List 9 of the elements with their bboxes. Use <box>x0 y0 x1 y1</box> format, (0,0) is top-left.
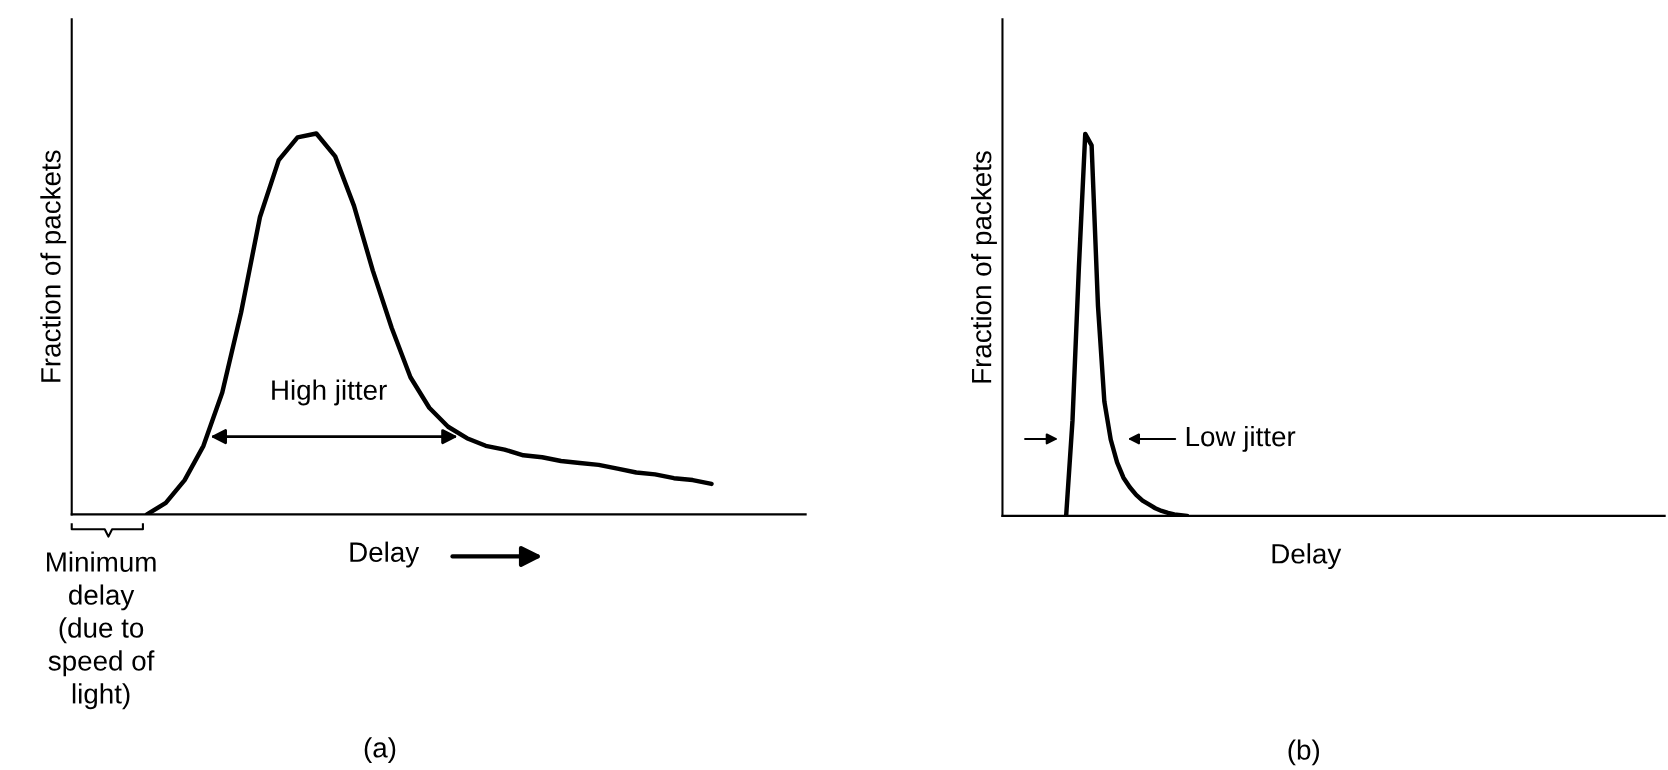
x-axis-title: Delay <box>350 541 420 568</box>
text: (b) <box>1288 739 1320 766</box>
x-axis-title: Delay <box>1272 543 1342 570</box>
annotation: High jitter <box>272 379 387 406</box>
y-axis-title: Fraction of packets <box>40 150 67 382</box>
annotation: Low jitter <box>1186 425 1296 452</box>
text: Minimum delay (due to speed of light) <box>47 551 156 710</box>
text: (a) <box>364 737 396 764</box>
y-axis-title: Fraction of packets <box>971 151 997 383</box>
